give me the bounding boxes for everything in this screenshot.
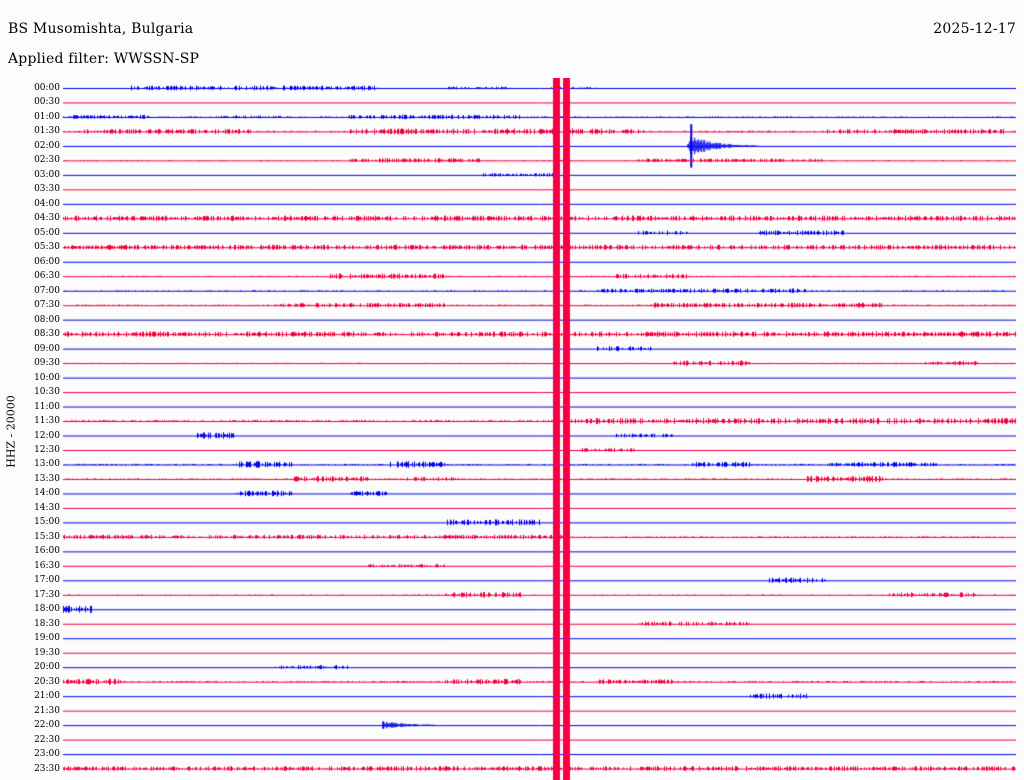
station-title: BS Musomishta, Bulgaria — [8, 21, 194, 37]
applied-filter-label: Applied filter: WWSSN-SP — [8, 51, 200, 67]
seismogram-plot — [0, 78, 1024, 780]
record-date: 2025-12-17 — [933, 21, 1016, 37]
trace-canvas — [0, 78, 1024, 780]
